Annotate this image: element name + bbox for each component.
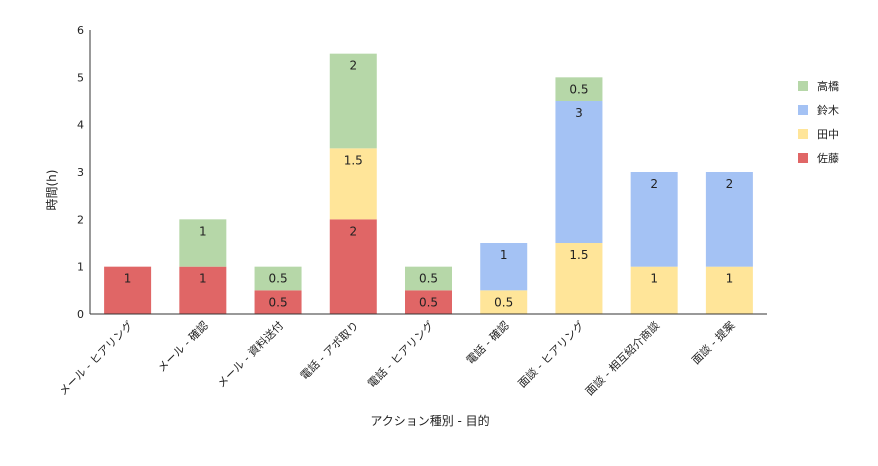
bar-data-label: 2 <box>349 59 357 73</box>
x-tick-label: 電話 - アポ取り <box>297 318 361 382</box>
bar-segment <box>555 243 603 314</box>
y-tick-label: 4 <box>77 119 84 132</box>
bar-data-label: 3 <box>575 106 583 120</box>
bar-data-label: 2 <box>349 224 357 238</box>
bar-data-label: 0.5 <box>269 295 288 309</box>
bar-data-label: 2 <box>726 177 734 191</box>
bar-data-label: 1 <box>199 224 207 238</box>
y-tick-label: 5 <box>77 71 84 84</box>
x-tick-label: 面談 - 相互紹介商談 <box>582 318 662 398</box>
y-axis-title: 時間(h) <box>45 170 59 211</box>
x-tick-label: 面談 - ヒアリング <box>515 318 587 390</box>
x-tick-label: 電話 - ヒアリング <box>365 318 437 390</box>
legend-swatch <box>798 129 808 139</box>
x-axis-title: アクション種別 - 目的 <box>370 413 489 428</box>
x-tick-label: メール - 確認 <box>154 318 211 375</box>
x-tick-label: メール - ヒアリング <box>56 318 136 398</box>
bar-segment <box>705 172 753 267</box>
x-tick-label: 面談 - 提案 <box>689 318 738 367</box>
y-tick-label: 3 <box>77 166 84 179</box>
bar-segment <box>480 243 528 291</box>
bar-segment <box>329 148 377 220</box>
bar-data-label: 0.5 <box>269 272 288 286</box>
bar-data-label: 2 <box>650 177 658 191</box>
bar-segment <box>405 290 452 314</box>
bar-segment <box>405 266 452 291</box>
bar-segment <box>480 290 528 314</box>
bar-data-label: 1.5 <box>344 153 363 167</box>
bar-data-label: 0.5 <box>569 82 588 96</box>
y-tick-label: 6 <box>77 24 84 37</box>
bar-data-label: 1 <box>124 272 132 286</box>
x-tick-label: 電話 - 確認 <box>463 318 512 367</box>
bar-data-label: 0.5 <box>419 272 438 286</box>
legend-label: 佐藤 <box>817 151 839 165</box>
y-axis-ticks: 0 1 2 3 4 5 6 <box>77 24 84 321</box>
bar-segment <box>254 290 302 314</box>
legend-swatch <box>798 105 808 115</box>
legend-swatch <box>798 81 808 91</box>
legend-label: 田中 <box>817 128 839 141</box>
bar-segment <box>555 77 603 101</box>
bar-data-label: 1 <box>199 272 207 286</box>
y-tick-label: 2 <box>77 213 84 226</box>
bar-segment <box>329 53 377 149</box>
bar-data-label: 0.5 <box>419 295 438 309</box>
x-axis-ticks: メール - ヒアリング メール - 確認 メール - 資料送付 電話 - アポ取り 電話… <box>56 318 738 398</box>
y-tick-label: 1 <box>77 261 84 274</box>
bar-data-label: 1 <box>726 272 734 286</box>
bar-segment <box>254 266 302 291</box>
bar-segment <box>630 266 678 314</box>
bar-segment <box>555 101 603 243</box>
bar-segment <box>705 266 753 314</box>
data-labels-layer: 1 1 1 0.5 0.5 2 1.5 2 0.5 0.5 0.5 1 1.5 3 0.5 1 2 1 2 <box>124 59 733 310</box>
legend-label: 高橋 <box>817 79 839 93</box>
bar-data-label: 1 <box>500 248 508 262</box>
bar-segment <box>630 172 678 267</box>
bar-segment <box>329 219 377 314</box>
bar-segment <box>179 219 227 267</box>
bar-data-label: 1.5 <box>569 248 588 262</box>
legend-label: 鈴木 <box>817 103 839 117</box>
bar-data-label: 0.5 <box>494 295 513 309</box>
x-tick-label: メール - 資料送付 <box>214 318 286 390</box>
bar-segment <box>179 266 227 314</box>
bars-layer <box>104 53 753 314</box>
bar-segment <box>104 266 152 314</box>
y-tick-label: 0 <box>77 308 84 321</box>
bar-data-label: 1 <box>650 272 658 286</box>
legend-swatch <box>798 153 808 163</box>
